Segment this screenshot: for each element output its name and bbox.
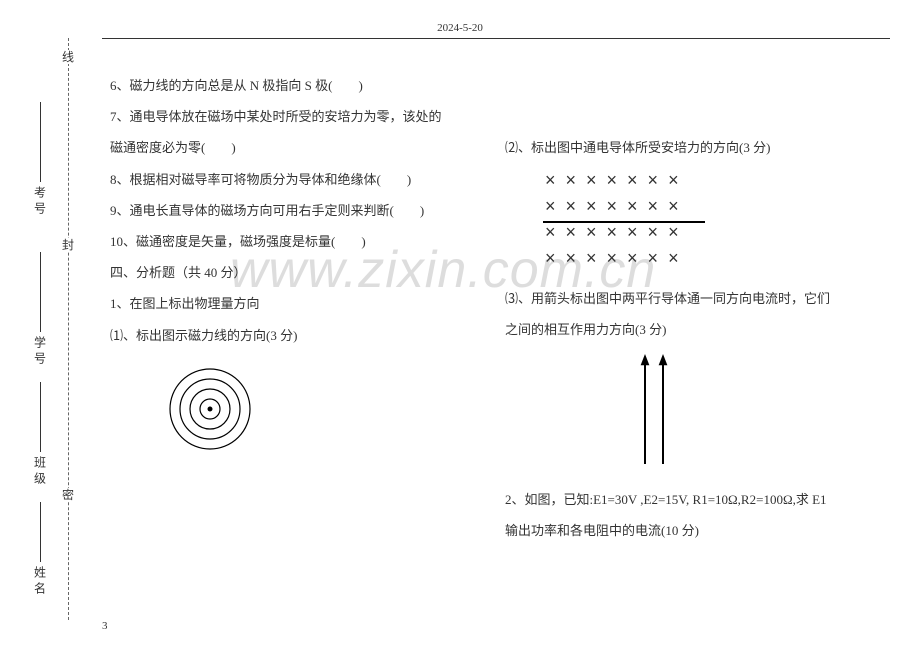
field-row: ××××××× bbox=[545, 249, 875, 275]
field-underline bbox=[40, 252, 41, 332]
fold-char-mi: 密 bbox=[61, 488, 75, 502]
problem-1-3b: 之间的相互作用力方向(3 分) bbox=[505, 314, 875, 345]
question-10: 10、磁通密度是矢量，磁场强度是标量( ) bbox=[110, 226, 480, 257]
field-kaohao: 考号 bbox=[20, 98, 60, 222]
date-header: 2024-5-20 bbox=[0, 22, 920, 34]
field-row: ××××××× bbox=[545, 171, 875, 197]
question-7b: 磁通密度必为零( ) bbox=[110, 132, 480, 163]
problem-2a: 2、如图，已知:E1=30V ,E2=15V, R1=10Ω,R2=100Ω,求… bbox=[505, 484, 875, 515]
fold-char-feng: 封 bbox=[61, 238, 75, 252]
question-7a: 7、通电导体放在磁场中某处时所受的安培力为零，该处的 bbox=[110, 101, 480, 132]
field-label: 考号 bbox=[32, 186, 49, 218]
concentric-field-diagram bbox=[160, 359, 260, 459]
field-underline bbox=[40, 502, 41, 562]
column-left: 6、磁力线的方向总是从 N 极指向 S 极( ) 7、通电导体放在磁场中某处时所… bbox=[110, 70, 480, 620]
spacer bbox=[505, 70, 875, 132]
field-underline bbox=[40, 382, 41, 452]
field-xingming: 姓名 bbox=[20, 498, 60, 602]
parallel-wires-diagram bbox=[625, 354, 685, 474]
problem-2b: 输出功率和各电阻中的电流(10 分) bbox=[505, 515, 875, 546]
page-body: 6、磁力线的方向总是从 N 极指向 S 极( ) 7、通电导体放在磁场中某处时所… bbox=[110, 70, 890, 620]
fold-char-xian: 线 bbox=[61, 50, 75, 64]
field-label: 班级 bbox=[32, 456, 49, 488]
field-row: ××××××× bbox=[545, 223, 875, 249]
into-page-field-grid: ×××××××××××××××××××××××××××× bbox=[545, 171, 875, 275]
field-row: ××××××× bbox=[545, 197, 875, 223]
problem-1-1: ⑴、标出图示磁力线的方向(3 分) bbox=[110, 320, 480, 351]
problem-1-3a: ⑶、用箭头标出图中两平行导体通一同方向电流时，它们 bbox=[505, 283, 875, 314]
fold-dashed-line bbox=[68, 38, 69, 620]
section-4-title: 四、分析题（共 40 分） bbox=[110, 257, 480, 288]
question-6: 6、磁力线的方向总是从 N 极指向 S 极( ) bbox=[110, 70, 480, 101]
page-number: 3 bbox=[102, 620, 108, 632]
field-underline bbox=[40, 102, 41, 182]
top-rule bbox=[102, 38, 890, 39]
field-xuehao: 学号 bbox=[20, 248, 60, 372]
column-right: ⑵、标出图中通电导体所受安培力的方向(3 分) ××××××××××××××××… bbox=[505, 70, 875, 620]
field-label: 学号 bbox=[32, 336, 49, 368]
binding-margin: 线 封 密 考号 学号 班级 姓名 bbox=[0, 38, 102, 650]
question-8: 8、根据相对磁导率可将物质分为导体和绝缘体( ) bbox=[110, 164, 480, 195]
problem-1-2: ⑵、标出图中通电导体所受安培力的方向(3 分) bbox=[505, 132, 875, 163]
field-label: 姓名 bbox=[32, 566, 49, 598]
question-9: 9、通电长直导体的磁场方向可用右手定则来判断( ) bbox=[110, 195, 480, 226]
problem-1: 1、在图上标出物理量方向 bbox=[110, 288, 480, 319]
field-banji: 班级 bbox=[20, 378, 60, 492]
